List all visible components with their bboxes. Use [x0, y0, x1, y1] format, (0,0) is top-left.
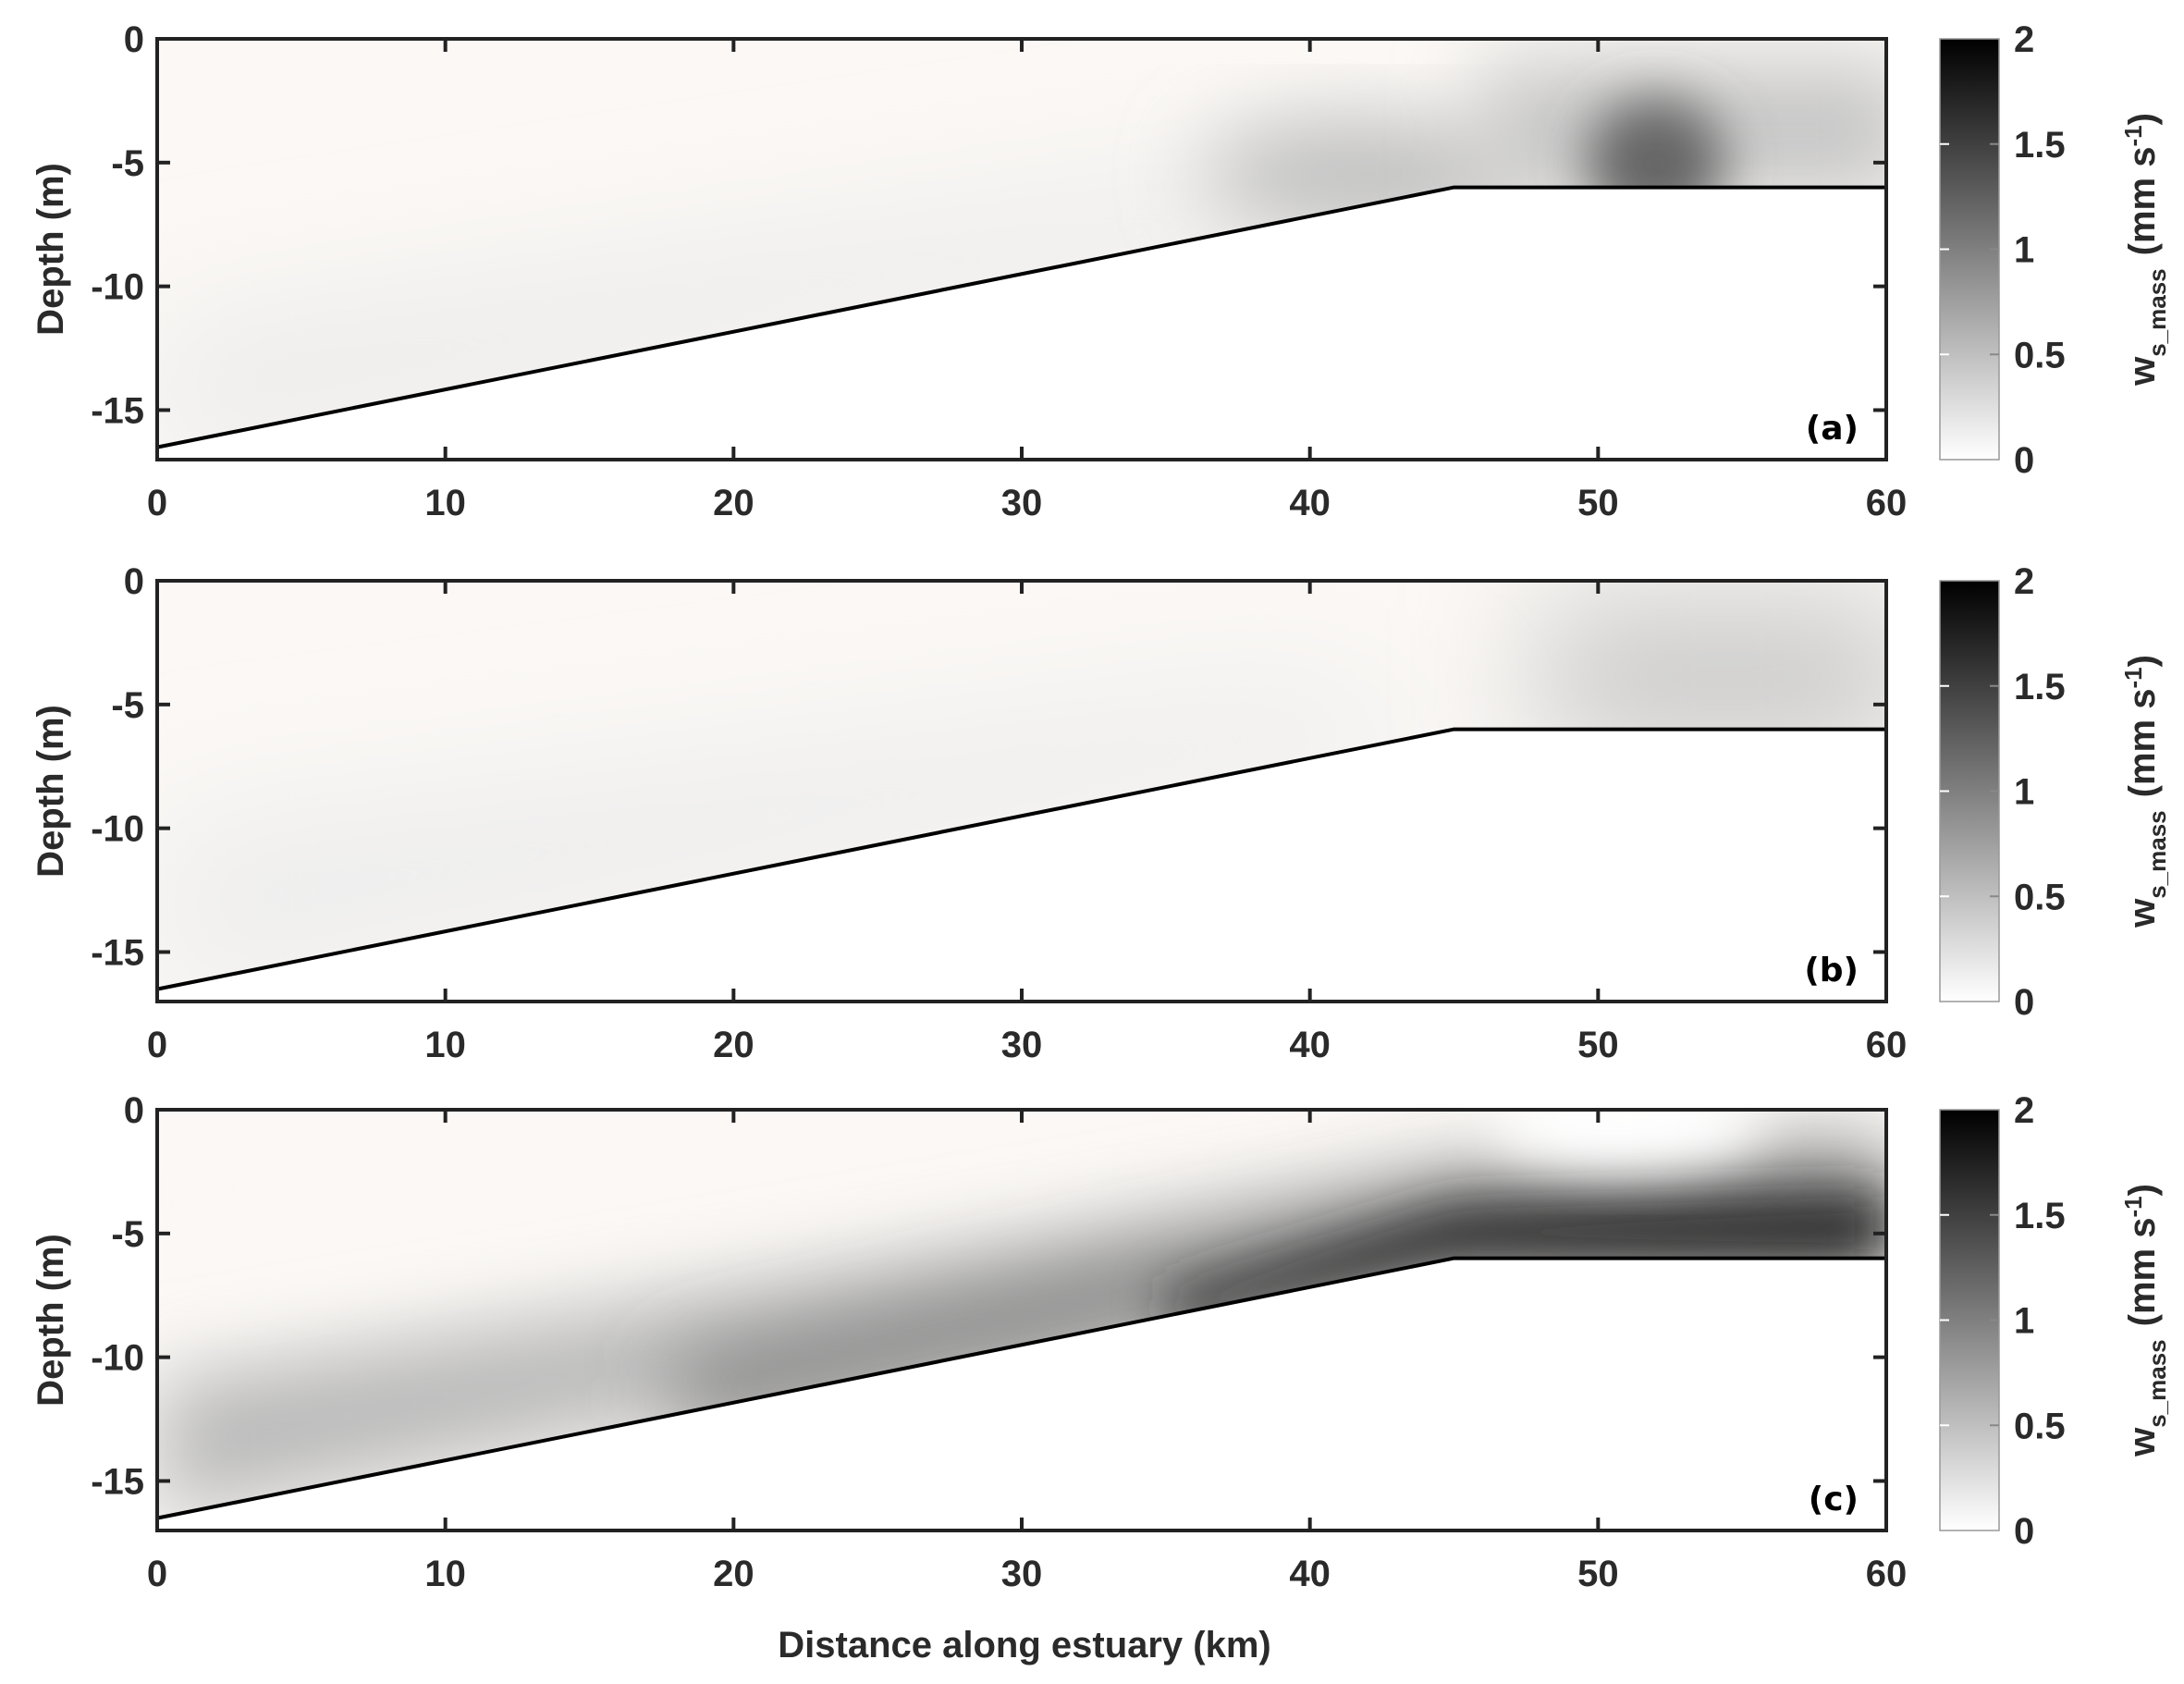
- x-axis-label: Distance along estuary (km): [778, 1625, 1271, 1666]
- x-tick-label: 50: [1577, 483, 1619, 523]
- colorbar-label-part: (mm s: [2122, 1218, 2163, 1327]
- field-patch: [1488, 1110, 1766, 1169]
- field-core: [1165, 1196, 1886, 1328]
- colorbar-label-part: ): [2122, 655, 2163, 667]
- bed-profile-line: [156, 727, 1886, 991]
- colorbar-label-part: s_mass: [2143, 810, 2171, 898]
- colorbar-label-part: -1: [2119, 1196, 2147, 1217]
- colorbar-label-part: w: [2122, 898, 2163, 928]
- y-tick-label: -10: [91, 1338, 144, 1379]
- x-tick-label: 40: [1289, 483, 1331, 523]
- x-tick-label: 30: [1001, 483, 1043, 523]
- bed-profile-line: [156, 185, 1886, 449]
- x-tick-label: 30: [1001, 1025, 1043, 1065]
- colorbar-label-part: w: [2122, 356, 2163, 387]
- colorbar: 2 1.5 1 0.5 0 ws_mass (mm s-1): [1939, 1090, 2171, 1552]
- x-tick-label: 10: [424, 483, 466, 523]
- colorbar-label: ws_mass (mm s-1): [2119, 113, 2171, 387]
- panel-label: (a): [1806, 410, 1859, 448]
- colorbar-label-part: w: [2122, 1427, 2163, 1457]
- y-tick-label: -15: [91, 932, 144, 973]
- water-field: [157, 581, 1886, 990]
- water-field: [157, 1110, 1886, 1518]
- x-tick-label: 0: [147, 1025, 167, 1065]
- y-tick-label: -5: [111, 1214, 144, 1255]
- y-axis-label: Depth (m): [31, 1234, 71, 1407]
- colorbar-tick-label: 0: [2014, 1511, 2034, 1552]
- x-tick-label: 30: [1001, 1554, 1043, 1594]
- colorbar-tick-label: 0.5: [2014, 335, 2066, 375]
- colorbar-label-part: -1: [2119, 667, 2147, 688]
- bed-profile-line: [156, 1256, 1886, 1520]
- colorbar-tick-label: 0: [2014, 982, 2034, 1023]
- x-tick-label: 60: [1866, 1554, 1908, 1594]
- x-tick-label: 40: [1289, 1025, 1331, 1065]
- colorbar-tick-label: 1: [2014, 1301, 2034, 1342]
- colorbar-tick-label: 2: [2014, 561, 2034, 602]
- colorbar-label-part: (mm s: [2122, 689, 2163, 798]
- x-tick-label: 40: [1289, 1554, 1331, 1594]
- x-tick-label: 60: [1866, 483, 1908, 523]
- colorbar-label-part: (mm s: [2122, 147, 2163, 256]
- x-tick-label: 60: [1866, 1025, 1908, 1065]
- y-tick-label: -15: [91, 1461, 144, 1502]
- y-tick-label: -10: [91, 809, 144, 850]
- x-tick-label: 0: [147, 1554, 167, 1594]
- y-tick-label: 0: [124, 1090, 144, 1131]
- field-patch: [1540, 605, 1886, 748]
- colorbar-tick-label: 1.5: [2014, 125, 2066, 166]
- colorbar-label-part: s_mass: [2143, 1339, 2171, 1427]
- x-tick-label: 20: [713, 1554, 755, 1594]
- y-axis-label: Depth (m): [31, 163, 71, 336]
- y-tick-label: -15: [91, 390, 144, 431]
- x-tick-label: 50: [1577, 1025, 1619, 1065]
- field-patch: [157, 1110, 1166, 1284]
- y-tick-label: -10: [91, 267, 144, 308]
- x-tick-label: 10: [424, 1025, 466, 1065]
- y-tick-label: 0: [124, 19, 144, 60]
- colorbar-tick-label: 0: [2014, 440, 2034, 481]
- x-tick-label: 10: [424, 1554, 466, 1594]
- colorbar-tick-label: 0.5: [2014, 1406, 2066, 1446]
- x-tick-label: 0: [147, 483, 167, 523]
- x-tick-label: 20: [713, 483, 755, 523]
- panel-label: (c): [1809, 1481, 1859, 1518]
- y-tick-label: -5: [111, 143, 144, 184]
- colorbar-label: ws_mass (mm s-1): [2119, 655, 2171, 928]
- colorbar-gradient: [1939, 1109, 2000, 1531]
- x-tick-label: 20: [713, 1025, 755, 1065]
- colorbar-label-part: -1: [2119, 125, 2147, 146]
- colorbar: 2 1.5 1 0.5 0 ws_mass (mm s-1): [1939, 561, 2171, 1023]
- panel-label: (b): [1804, 952, 1859, 990]
- colorbar-tick-label: 1.5: [2014, 1196, 2066, 1236]
- colorbar-label-part: ): [2122, 113, 2163, 125]
- colorbar-tick-label: 2: [2014, 1090, 2034, 1131]
- colorbar: 2 1.5 1 0.5 0 ws_mass (mm s-1): [1939, 19, 2171, 481]
- field-band: [157, 680, 1454, 990]
- colorbar-label-part: s_mass: [2143, 268, 2171, 356]
- colorbar-gradient: [1939, 580, 2000, 1002]
- colorbar-gradient: [1939, 38, 2000, 461]
- y-axis-label: Depth (m): [31, 705, 71, 878]
- y-tick-label: 0: [124, 561, 144, 602]
- colorbar-tick-label: 1: [2014, 772, 2034, 813]
- colorbar-label-part: ): [2122, 1184, 2163, 1196]
- x-tick-label: 50: [1577, 1554, 1619, 1594]
- y-tick-label: -5: [111, 685, 144, 726]
- colorbar-tick-label: 0.5: [2014, 877, 2066, 917]
- colorbar-label: ws_mass (mm s-1): [2119, 1184, 2171, 1457]
- colorbar-tick-label: 2: [2014, 19, 2034, 60]
- colorbar-tick-label: 1.5: [2014, 667, 2066, 707]
- colorbar-tick-label: 1: [2014, 230, 2034, 271]
